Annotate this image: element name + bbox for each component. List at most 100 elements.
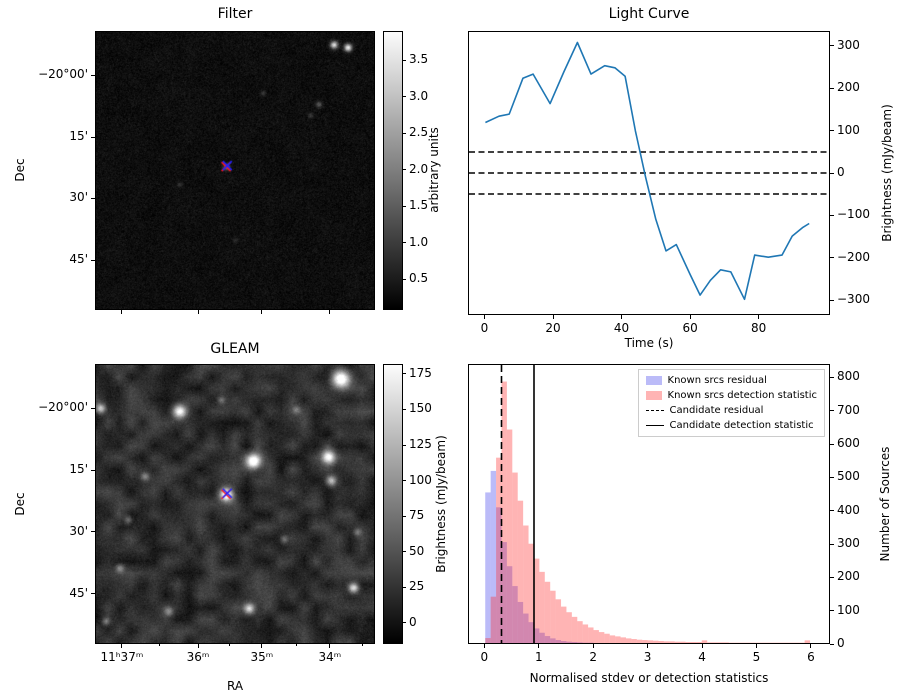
gleam-xtick-0-mark bbox=[121, 644, 123, 648]
hist-ytick-0: 0 bbox=[837, 636, 845, 650]
filter-cbar-tick-2: 2.5 bbox=[409, 125, 429, 140]
hist-bar-s0-b9 bbox=[533, 628, 540, 643]
hist-xtick-5: 5 bbox=[752, 650, 761, 664]
hist-bar-s1-b16 bbox=[571, 616, 578, 643]
hist-bar-s1-b38 bbox=[690, 642, 697, 643]
hist-bar-s1-b27 bbox=[631, 639, 637, 643]
filter-ytick-3: 45' bbox=[69, 252, 88, 267]
gleam-cbar-tick-4: 75 bbox=[409, 508, 425, 523]
hist-bar-s1-b59 bbox=[804, 640, 811, 643]
hist-bar-s1-b17 bbox=[577, 621, 583, 643]
legend: Known srcs residual Known srcs detection … bbox=[637, 369, 825, 437]
hist-ytick-2: 200 bbox=[837, 569, 860, 584]
hist-bar-s1-b10 bbox=[539, 571, 545, 643]
light-curve-ylabel: Brightness (mJy/beam) bbox=[880, 104, 894, 242]
hist-xtick-4: 4 bbox=[698, 650, 706, 664]
filter-ytick-3-mark bbox=[91, 259, 95, 261]
gleam-xtick-1: 36ᵐ bbox=[186, 650, 210, 664]
lc-xtick-1: 20 bbox=[545, 321, 561, 335]
lc-ytick-4: −100 bbox=[837, 207, 870, 222]
gleam-xtick-3-mark bbox=[329, 644, 331, 648]
legend-label: Known srcs residual bbox=[667, 375, 767, 386]
filter-ytick-1: 15' bbox=[69, 129, 88, 144]
light-curve-series bbox=[485, 41, 810, 301]
gleam-ytick-3-mark bbox=[91, 593, 95, 595]
hist-ytick-7-mark bbox=[830, 410, 834, 412]
hist-xtick-0-mark bbox=[483, 644, 485, 648]
light-curve-plot bbox=[469, 41, 829, 301]
histogram-xlabel: Normalised stdev or detection statistics bbox=[529, 671, 769, 685]
filter-title: Filter bbox=[217, 6, 253, 22]
hist-xtick-4-mark bbox=[701, 644, 703, 648]
filter-cbar-tick-4: 1.5 bbox=[409, 198, 429, 213]
lc-xtick-4: 80 bbox=[751, 321, 767, 335]
hist-bar-s1-b15 bbox=[566, 612, 572, 643]
hist-ytick-8-mark bbox=[830, 376, 834, 378]
lc-ytick-2: 100 bbox=[837, 122, 860, 137]
legend-label: Candidate residual bbox=[669, 405, 764, 416]
gleam-cbar-tick-3: 100 bbox=[409, 472, 432, 487]
hist-bar-s1-b32 bbox=[658, 641, 664, 643]
lc-xtick-2: 40 bbox=[613, 321, 630, 335]
hist-xtick-5-mark bbox=[756, 644, 757, 648]
lc-xtick-0-mark bbox=[483, 315, 485, 319]
lc-ytick-6: −300 bbox=[837, 292, 870, 307]
filter-sky-image bbox=[96, 32, 374, 309]
gleam-xminortick-3 bbox=[361, 644, 363, 646]
light-curve-panel bbox=[468, 31, 830, 315]
hist-bar-s1-b42 bbox=[712, 642, 719, 643]
hist-bar-s1-b4 bbox=[506, 429, 513, 643]
filter-ytick-2: 30' bbox=[69, 190, 88, 205]
hist-bar-s0-b5 bbox=[512, 586, 518, 643]
legend-entry-2: Candidate residual bbox=[645, 403, 817, 418]
hist-bar-s1-b33 bbox=[663, 641, 670, 643]
filter-xtick-3-mark bbox=[329, 310, 331, 314]
hist-bar-s0-b3 bbox=[501, 542, 507, 643]
hist-bar-s0-b6 bbox=[517, 601, 524, 643]
legend-entry-3: Candidate detection statistic bbox=[645, 418, 817, 433]
hist-bar-s1-b12 bbox=[550, 590, 556, 643]
gleam-ytick-2: 30' bbox=[69, 523, 88, 538]
gleam-cbar-tick-mark-4 bbox=[403, 515, 406, 517]
hist-bar-s0-b0 bbox=[485, 492, 491, 643]
hist-ytick-2-mark bbox=[830, 576, 834, 578]
lc-ytick-0: 300 bbox=[837, 37, 860, 52]
legend-swatch-line bbox=[645, 425, 664, 426]
lc-ytick-1-mark bbox=[830, 87, 834, 89]
gleam-xtick-3: 34ᵐ bbox=[318, 650, 342, 664]
gleam-xtick-2: 35ᵐ bbox=[250, 650, 274, 664]
filter-ytick-2-mark bbox=[91, 197, 95, 199]
gleam-ytick-1: 15' bbox=[69, 462, 88, 477]
hist-bar-s0-b7 bbox=[523, 613, 529, 643]
gleam-sky-image bbox=[96, 365, 374, 643]
hist-bar-s1-b7 bbox=[523, 525, 529, 643]
hist-bar-s1-b9 bbox=[533, 558, 540, 643]
hist-ytick-8: 800 bbox=[837, 369, 860, 384]
histogram-ylabel: Number of Sources bbox=[878, 446, 892, 562]
lc-xtick-3-mark bbox=[689, 315, 691, 319]
hist-bar-s1-b2 bbox=[496, 457, 502, 643]
legend-entry-1: Known srcs detection statistic bbox=[645, 388, 817, 403]
gleam-xminortick-0 bbox=[159, 644, 161, 646]
hist-bar-s0-b13 bbox=[555, 640, 562, 643]
hist-ytick-4-mark bbox=[830, 510, 834, 512]
hist-bar-s1-b5 bbox=[512, 472, 518, 643]
hist-bar-s0-b4 bbox=[506, 566, 513, 643]
gleam-xlabel: RA bbox=[226, 679, 244, 693]
lc-xtick-4-mark bbox=[758, 315, 760, 319]
legend-label: Known srcs detection statistic bbox=[667, 390, 817, 401]
hist-xtick-2: 2 bbox=[589, 650, 597, 664]
hist-bar-s1-b19 bbox=[588, 627, 594, 643]
lc-ytick-2-mark bbox=[830, 130, 834, 132]
hist-xtick-3: 3 bbox=[643, 650, 652, 664]
lc-ytick-3-mark bbox=[830, 172, 834, 174]
gleam-xminortick-2 bbox=[295, 644, 297, 646]
gleam-cbar-tick-mark-3 bbox=[403, 480, 406, 482]
filter-cbar-tick-mark-0 bbox=[403, 59, 406, 61]
filter-colorbar-label: arbitrary units bbox=[427, 127, 441, 213]
hist-bar-s1-b41 bbox=[707, 642, 713, 643]
gleam-ytick-3: 45' bbox=[69, 585, 88, 600]
hist-xtick-3-mark bbox=[647, 644, 649, 648]
hist-bar-s0-b16 bbox=[571, 642, 578, 643]
hist-ytick-4: 400 bbox=[837, 502, 860, 517]
